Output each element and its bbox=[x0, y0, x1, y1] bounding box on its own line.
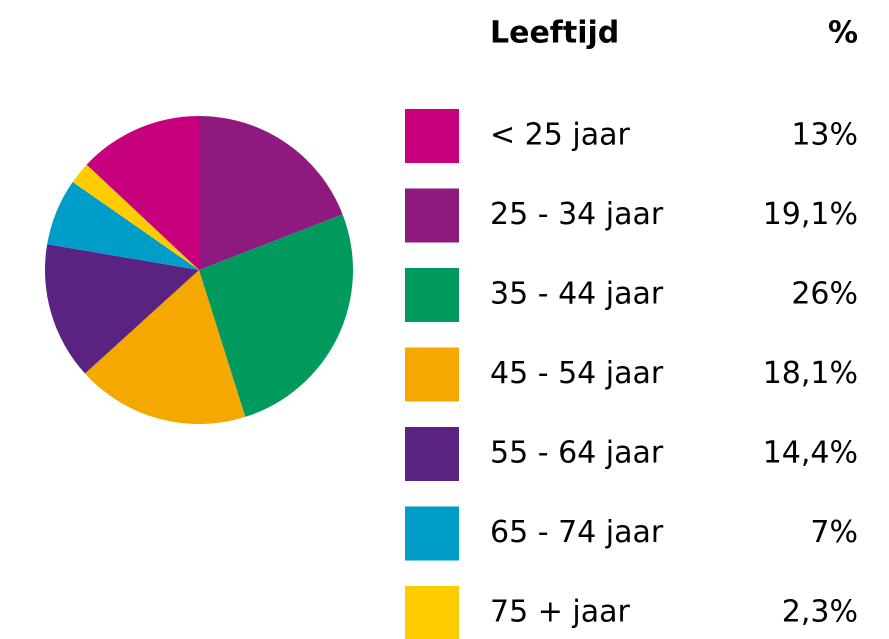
pie-slice bbox=[85, 270, 246, 424]
value-label: 19,1% bbox=[763, 197, 858, 232]
value-label: 14,4% bbox=[763, 436, 858, 471]
legend-swatch bbox=[405, 188, 459, 243]
legend-label: 25 - 34 jaar bbox=[490, 197, 664, 232]
pie-slice bbox=[199, 116, 343, 270]
value-header: % bbox=[828, 16, 858, 51]
pie-slice bbox=[72, 164, 199, 270]
legend-swatch bbox=[405, 427, 459, 481]
legend-label: 75 + jaar bbox=[490, 595, 630, 630]
legend-swatch bbox=[405, 109, 459, 163]
legend-swatch bbox=[405, 586, 459, 639]
legend-label: 45 - 54 jaar bbox=[490, 356, 664, 391]
value-label: 26% bbox=[791, 277, 858, 312]
legend-label: < 25 jaar bbox=[490, 118, 630, 153]
pie-slice bbox=[45, 244, 199, 374]
value-label: 7% bbox=[810, 515, 858, 550]
legend-label: 65 - 74 jaar bbox=[490, 515, 664, 550]
value-label: 13% bbox=[791, 118, 858, 153]
legend-label: 55 - 64 jaar bbox=[490, 436, 664, 471]
value-label: 18,1% bbox=[763, 356, 858, 391]
pie-slice bbox=[199, 214, 353, 417]
legend-swatch bbox=[405, 347, 459, 402]
legend-header: Leeftijd bbox=[490, 16, 619, 51]
legend-swatch bbox=[405, 506, 459, 561]
legend-label: 35 - 44 jaar bbox=[490, 277, 664, 312]
pie-slice bbox=[86, 116, 199, 270]
legend-swatch bbox=[405, 268, 459, 322]
value-label: 2,3% bbox=[782, 595, 858, 630]
pie-slice bbox=[47, 181, 200, 270]
